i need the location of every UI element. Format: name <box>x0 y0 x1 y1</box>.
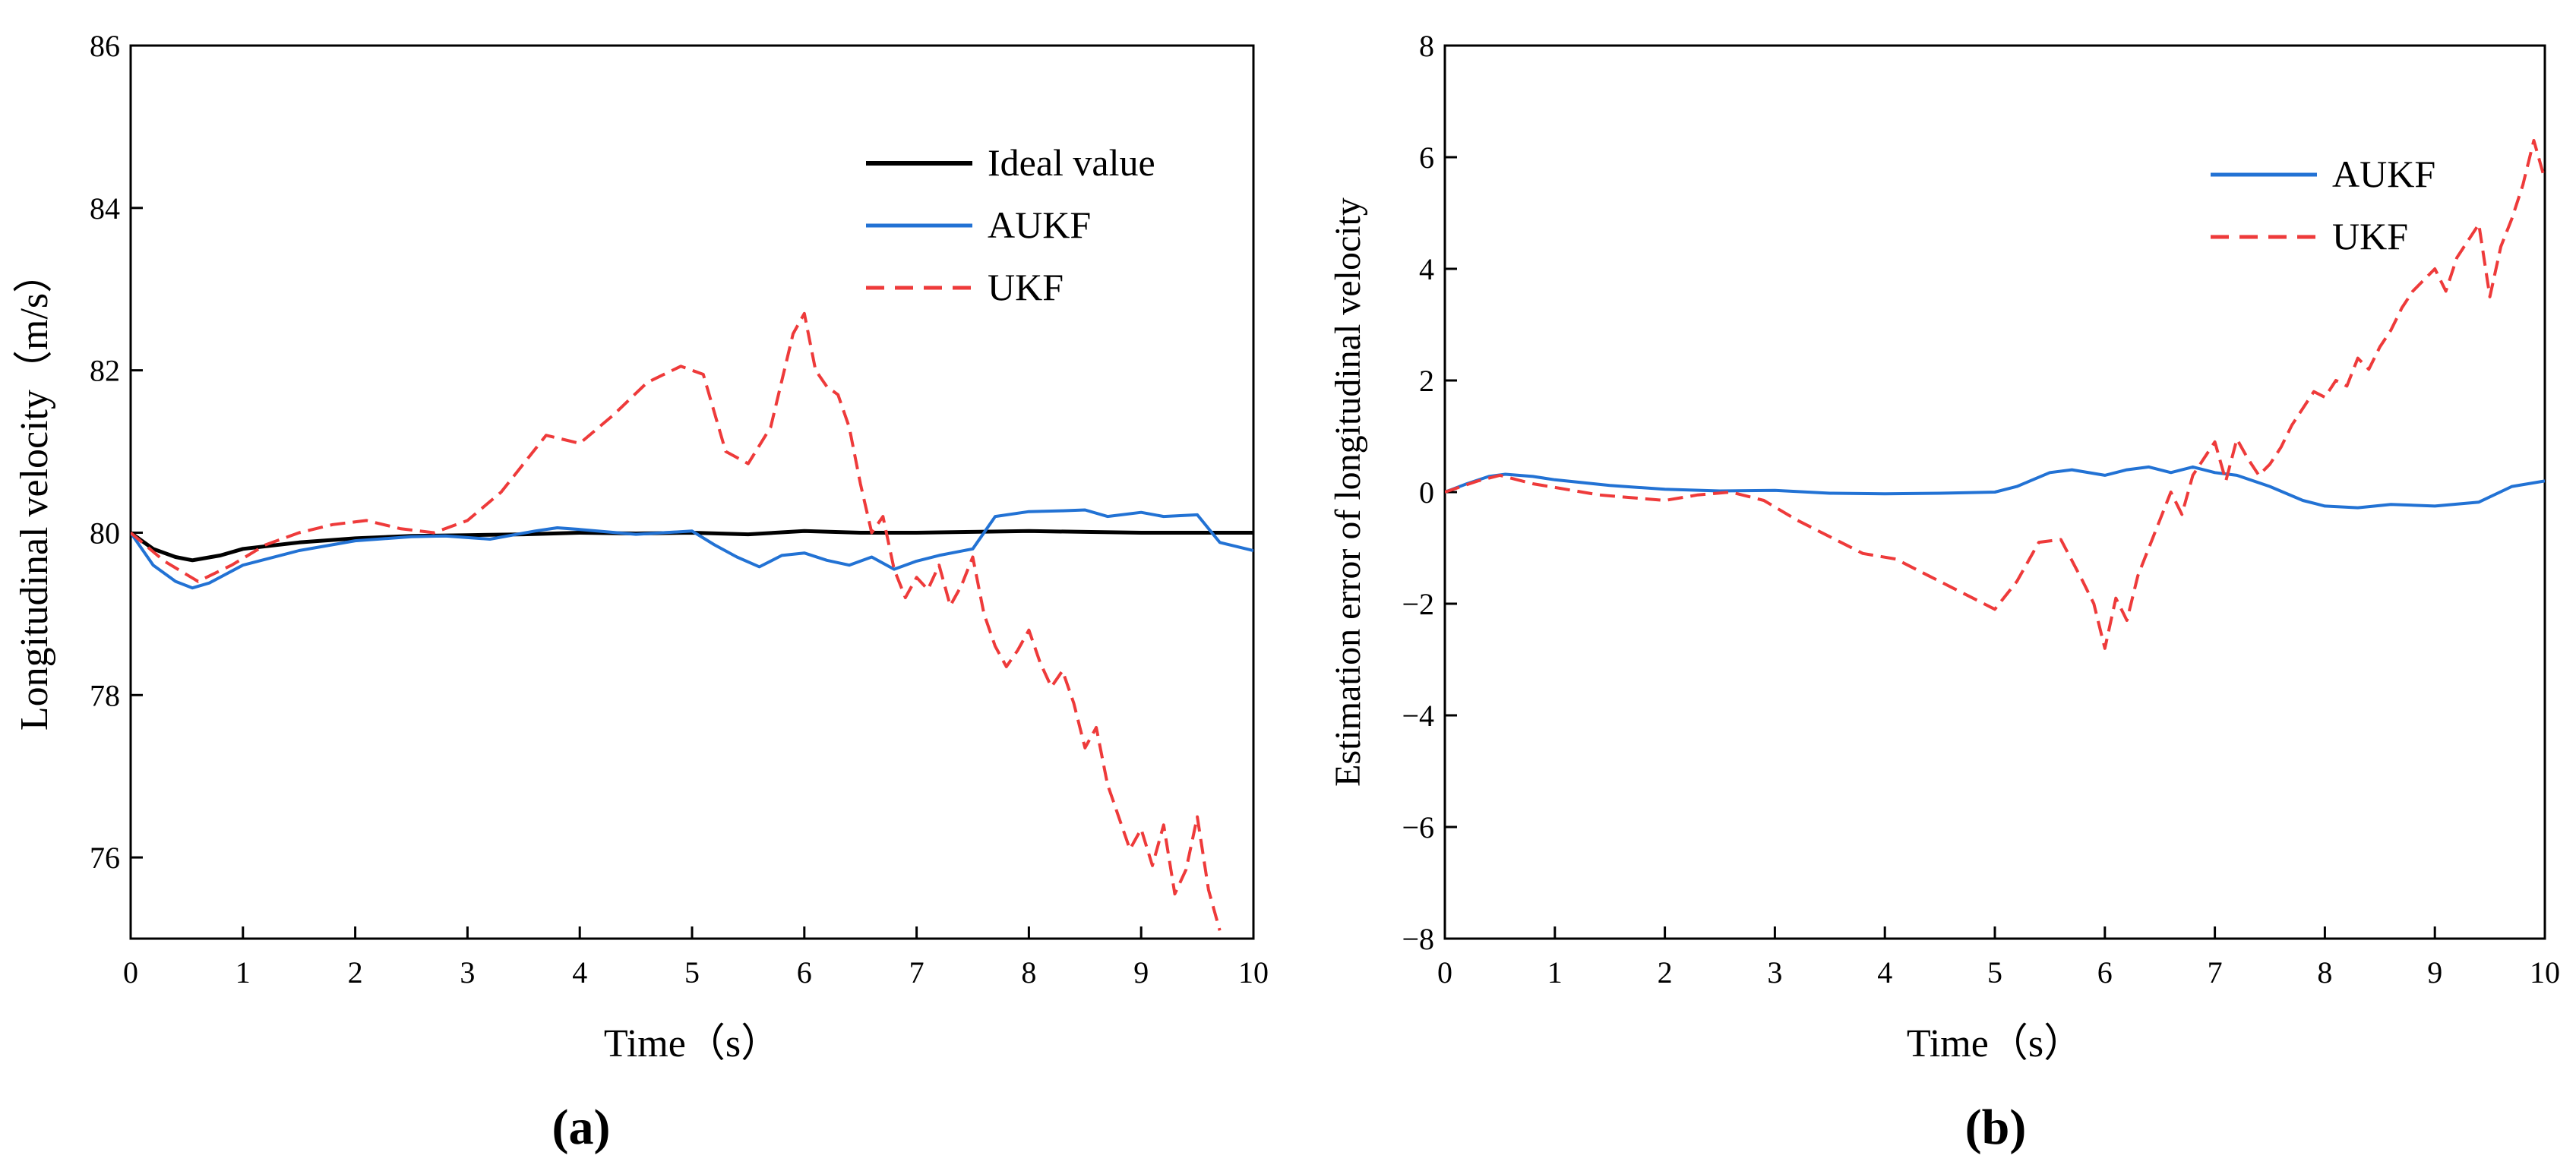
x-axis-label: Time（s） <box>1907 1022 2083 1065</box>
panel-label: (a) <box>552 1100 611 1155</box>
legend: Ideal value AUKF UKF <box>866 141 1155 308</box>
x-tick-label: 3 <box>460 955 475 990</box>
y-tick-label: 2 <box>1419 364 1434 398</box>
y-tick-label: 8 <box>1419 29 1434 63</box>
x-tick-label: 4 <box>572 955 587 990</box>
x-tick-label: 9 <box>2427 955 2442 990</box>
x-tick-label: 0 <box>1437 955 1452 990</box>
legend-label-ukf: UKF <box>2332 215 2408 257</box>
y-axis-label: Estimation error of longitudinal velocit… <box>1328 197 1368 787</box>
legend-label-ideal-value: Ideal value <box>988 141 1155 184</box>
y-tick-label: −4 <box>1402 699 1434 733</box>
x-tick-label: 3 <box>1767 955 1782 990</box>
x-tick-label: 7 <box>2208 955 2223 990</box>
axis-ticks: 0 1 2 3 4 5 6 7 8 9 10 −8 −6 −4 −2 0 2 4 6 8 <box>1402 29 2560 990</box>
y-tick-label: 86 <box>90 29 120 63</box>
series-line-aukf <box>131 508 1253 590</box>
y-tick-label: 80 <box>90 516 120 550</box>
series-line-aukf <box>1445 465 2545 510</box>
legend-label-aukf: AUKF <box>2332 153 2435 195</box>
x-tick-label: 4 <box>1877 955 1892 990</box>
y-tick-label: 76 <box>90 841 120 875</box>
legend-label-aukf: AUKF <box>988 204 1091 246</box>
series-line-ukf <box>1445 139 2545 650</box>
legend: AUKF UKF <box>2211 153 2435 257</box>
x-tick-label: 2 <box>348 955 363 990</box>
y-tick-label: 4 <box>1419 252 1434 286</box>
x-axis-label: Time（s） <box>604 1022 780 1065</box>
series-line-ideal-value <box>131 529 1253 563</box>
x-tick-label: 5 <box>684 955 700 990</box>
y-tick-label: 6 <box>1419 140 1434 175</box>
series-lines <box>1445 139 2545 650</box>
series-line-ukf <box>131 311 1222 931</box>
x-tick-label: 8 <box>1021 955 1036 990</box>
x-tick-label: 8 <box>2317 955 2332 990</box>
y-tick-label: −2 <box>1402 587 1434 621</box>
chart-panel-b: 0 1 2 3 4 5 6 7 8 9 10 −8 −6 −4 −2 0 2 4 6 8 AUKF UKF Time（s… <box>1328 29 2560 1155</box>
y-tick-label: 0 <box>1419 475 1434 510</box>
y-axis-label: Longitudinal velocity（m/s） <box>13 254 56 731</box>
panel-label: (b) <box>1965 1100 2027 1155</box>
x-tick-label: 6 <box>2097 955 2113 990</box>
x-tick-label: 6 <box>797 955 812 990</box>
x-tick-label: 5 <box>1987 955 2002 990</box>
y-tick-label: 78 <box>90 678 120 712</box>
y-tick-label: −6 <box>1402 810 1434 844</box>
y-tick-label: 82 <box>90 354 120 388</box>
x-tick-label: 1 <box>1547 955 1563 990</box>
x-tick-label: 7 <box>909 955 925 990</box>
series-lines <box>131 311 1253 931</box>
x-tick-label: 1 <box>235 955 251 990</box>
y-tick-label: 84 <box>90 191 120 226</box>
y-tick-label: −8 <box>1402 922 1434 956</box>
x-tick-label: 10 <box>1238 955 1269 990</box>
x-tick-label: 0 <box>123 955 138 990</box>
x-tick-label: 9 <box>1133 955 1149 990</box>
x-tick-label: 10 <box>2530 955 2560 990</box>
x-tick-label: 2 <box>1658 955 1673 990</box>
legend-label-ukf: UKF <box>988 266 1064 308</box>
